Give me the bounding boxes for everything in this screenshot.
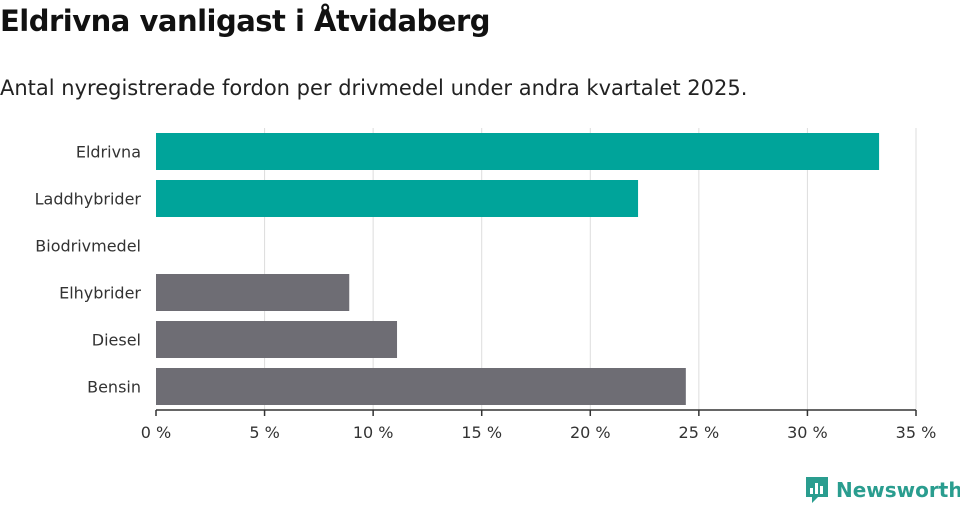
bar [156,321,398,358]
x-tick-label: 25 % [679,423,720,442]
bar [156,274,350,311]
x-tick-label: 20 % [570,423,611,442]
chart-subtitle: Antal nyregistrerade fordon per drivmede… [0,76,748,100]
logo-text: Newsworthy [836,478,960,502]
category-label: Diesel [92,331,141,350]
category-label: Elhybrider [59,284,141,303]
category-label: Bensin [87,378,141,397]
x-tick-label: 0 % [141,423,171,442]
bar [156,368,686,405]
x-tick-label: 10 % [353,423,394,442]
category-label: Eldrivna [76,143,141,162]
newsworthy-logo: Newsworthy [804,474,960,506]
x-tick-label: 35 % [896,423,937,442]
bar [156,180,639,217]
newsworthy-logo-icon [806,477,828,503]
category-label: Laddhybrider [35,190,142,209]
x-tick-label: 15 % [461,423,502,442]
x-tick-label: 5 % [249,423,279,442]
bar [156,133,880,170]
chart-title: Eldrivna vanligast i Åtvidaberg [0,4,491,38]
category-label: Biodrivmedel [35,237,141,256]
x-tick-label: 30 % [787,423,828,442]
